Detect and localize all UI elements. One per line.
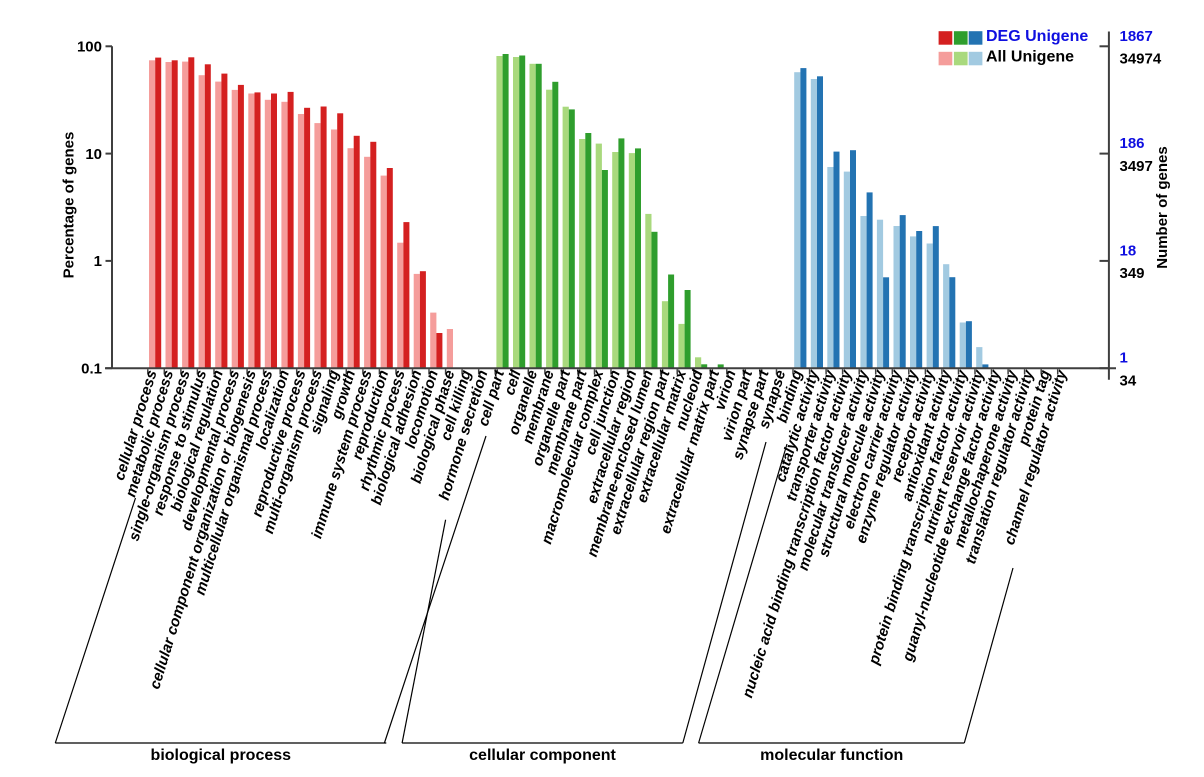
svg-text:1: 1 [94, 253, 102, 270]
svg-text:10: 10 [85, 146, 102, 163]
svg-text:3497: 3497 [1120, 158, 1153, 175]
svg-text:34: 34 [1120, 373, 1137, 390]
svg-text:DEG Unigene: DEG Unigene [986, 28, 1088, 45]
svg-text:1: 1 [1120, 350, 1128, 367]
svg-text:1867: 1867 [1120, 28, 1153, 45]
svg-text:34974: 34974 [1120, 51, 1162, 68]
svg-text:100: 100 [77, 39, 102, 56]
svg-text:18: 18 [1120, 242, 1137, 259]
svg-text:186: 186 [1120, 135, 1145, 152]
svg-text:Number of genes: Number of genes [1154, 146, 1171, 269]
svg-text:0.1: 0.1 [81, 361, 102, 378]
svg-text:molecular function: molecular function [760, 747, 903, 764]
svg-text:cellular component: cellular component [469, 747, 616, 764]
svg-text:349: 349 [1120, 265, 1145, 282]
svg-text:Percentage of genes: Percentage of genes [61, 132, 78, 279]
svg-text:All Unigene: All Unigene [986, 49, 1074, 66]
svg-text:biological process: biological process [151, 747, 292, 764]
svg-text:cell: cell [501, 367, 525, 397]
